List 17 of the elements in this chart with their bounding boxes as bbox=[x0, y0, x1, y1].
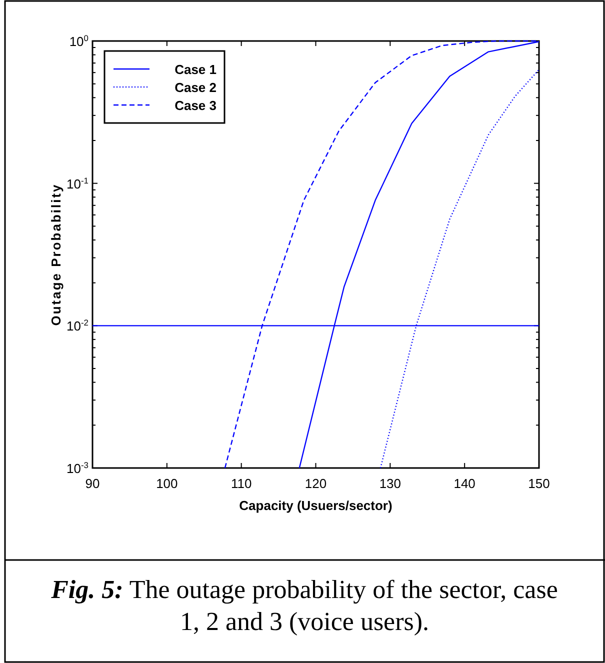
x-tick-label: 100 bbox=[156, 476, 178, 491]
y-tick-label: 10$^{-3}$ bbox=[66, 460, 89, 476]
y-axis-title: Outage Probability bbox=[48, 183, 64, 326]
x-tick-label: 90 bbox=[85, 476, 100, 491]
x-tick-label: 130 bbox=[379, 476, 402, 491]
legend-label: Case 3 bbox=[174, 98, 216, 113]
legend-label: Case 1 bbox=[174, 62, 216, 77]
legend-label: Case 2 bbox=[174, 80, 216, 95]
x-tick-label: 140 bbox=[454, 476, 476, 491]
y-tick-label: 10$^{-2}$ bbox=[66, 318, 89, 334]
y-tick-label: 10$^{-1}$ bbox=[66, 175, 89, 192]
y-tick-label: 10$^{0}$ bbox=[69, 33, 89, 49]
x-tick-label: 150 bbox=[528, 476, 550, 491]
x-axis-title: Capacity (Usuers/sector) bbox=[239, 498, 392, 513]
caption: Fig. 5: The outage probability of the sector, case 1, 2 and 3 (voice users). bbox=[50, 575, 558, 636]
x-tick-label: 120 bbox=[304, 476, 327, 491]
x-tick-label: 110 bbox=[230, 476, 252, 491]
